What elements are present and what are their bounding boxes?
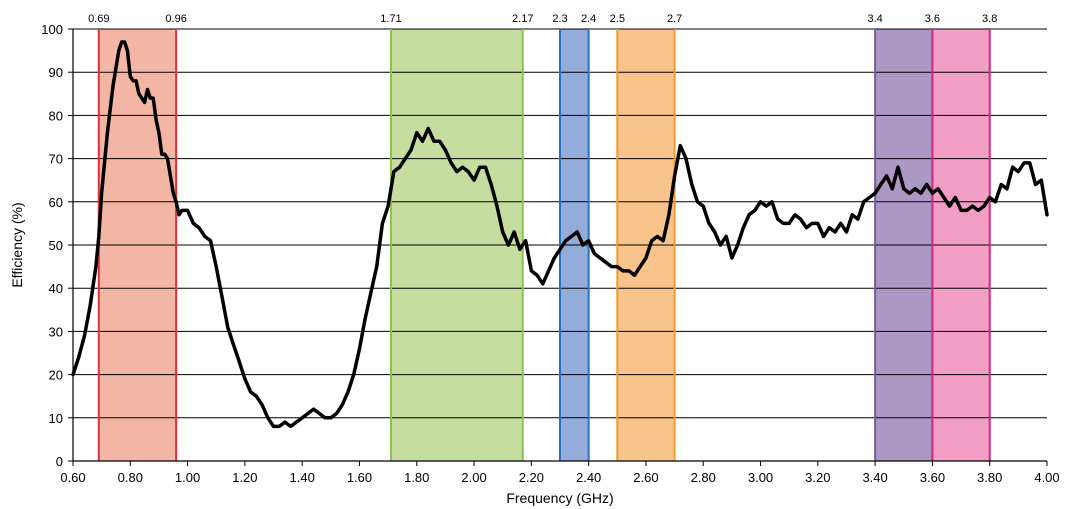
tick-labels: 0 10 20 30 40 50 60 70 80 90 100 0.60 0.80 1.00 1.20 1.… — [41, 22, 1059, 485]
x-tick-label: 1.80 — [404, 470, 429, 485]
y-tick-label: 30 — [49, 324, 63, 339]
band-edge-label: 3.8 — [982, 13, 997, 25]
y-tick-label: 50 — [49, 238, 63, 253]
x-tick-label: 3.80 — [977, 470, 1002, 485]
x-tick-label: 2.60 — [633, 470, 658, 485]
series-layer — [71, 40, 1049, 429]
y-tick-label: 80 — [49, 108, 63, 123]
y-tick-label: 100 — [41, 22, 63, 37]
band-edge-label: 2.4 — [581, 13, 596, 25]
y-tick-label: 40 — [49, 281, 63, 296]
x-axis-title: Frequency (GHz) — [506, 490, 613, 506]
x-tick-label: 3.60 — [920, 470, 945, 485]
y-tick-label: 60 — [49, 195, 63, 210]
x-tick-label: 2.80 — [691, 470, 716, 485]
y-tick-label: 70 — [49, 152, 63, 167]
band-edge-label: 2.17 — [512, 13, 533, 25]
y-tick-label: 0 — [56, 454, 63, 469]
y-tick-label: 20 — [49, 368, 63, 383]
band-edge-label: 2.5 — [610, 13, 625, 25]
x-tick-label: 1.00 — [175, 470, 200, 485]
band-edge-label: 3.4 — [867, 13, 882, 25]
x-tick-label: 4.00 — [1034, 470, 1059, 485]
band-edge-label: 1.71 — [380, 13, 401, 25]
x-tick-label: 1.20 — [232, 470, 257, 485]
x-tick-label: 3.20 — [805, 470, 830, 485]
x-tick-label: 2.00 — [461, 470, 486, 485]
y-axis-title: Efficiency (%) — [9, 202, 25, 287]
series-line-0 — [71, 40, 1049, 429]
x-tick-label: 3.40 — [862, 470, 887, 485]
x-tick-label: 3.00 — [748, 470, 773, 485]
x-tick-label: 1.60 — [347, 470, 372, 485]
x-tick-label: 0.80 — [118, 470, 143, 485]
band-edge-label: 2.3 — [552, 13, 567, 25]
x-tick-label: 2.20 — [519, 470, 544, 485]
y-tick-label: 10 — [49, 411, 63, 426]
x-tick-label: 1.40 — [290, 470, 315, 485]
band-edge-label: 0.96 — [165, 13, 186, 25]
x-tick-label: 0.60 — [60, 470, 85, 485]
band-edge-label: 2.7 — [667, 13, 682, 25]
band-edge-labels: 0.69 0.96 1.71 2.17 2.3 2.4 2.5 2.7 3.4 3.6 3.8 — [88, 13, 997, 25]
band-edge-label: 3.6 — [925, 13, 940, 25]
y-tick-label: 90 — [49, 65, 63, 80]
band-edge-label: 0.69 — [88, 13, 109, 25]
x-tick-label: 2.40 — [576, 470, 601, 485]
